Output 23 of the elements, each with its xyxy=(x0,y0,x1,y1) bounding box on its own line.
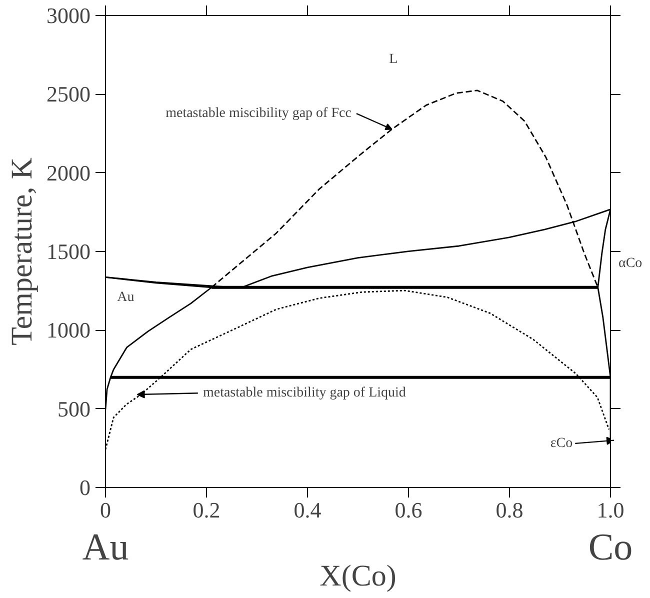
x-tick-label: 0.8 xyxy=(496,498,524,522)
y-tick-label: 1000 xyxy=(46,318,90,343)
x-tick-label: 0.4 xyxy=(294,498,322,522)
x-tick-label: 0.6 xyxy=(394,498,422,522)
annotation: metastable miscibility gap of Fcc xyxy=(166,106,352,122)
text: Au xyxy=(82,526,129,568)
annotation: Au xyxy=(117,290,134,305)
annotation: εCo xyxy=(550,436,573,451)
x-tick-label: 0 xyxy=(100,498,111,522)
y-tick-label: 3000 xyxy=(46,3,90,28)
text: αCo xyxy=(618,256,642,271)
x-tick-label: 0.2 xyxy=(192,498,220,522)
y-tick-label: 1500 xyxy=(46,239,90,264)
y-tick-label: 2500 xyxy=(46,82,90,107)
y-tick-label: 500 xyxy=(58,396,90,422)
annotation: L xyxy=(389,52,398,67)
x-axis-title: X(Co) xyxy=(320,560,396,592)
x-tick-label: 1.0 xyxy=(596,498,624,522)
annotation: metastable miscibility gap of Liquid xyxy=(202,386,406,401)
text: Co xyxy=(588,526,633,568)
y-tick-label: 2000 xyxy=(46,160,90,186)
y-axis-title: Temperature, K xyxy=(6,157,38,346)
y-tick-label: 0 xyxy=(80,475,90,500)
